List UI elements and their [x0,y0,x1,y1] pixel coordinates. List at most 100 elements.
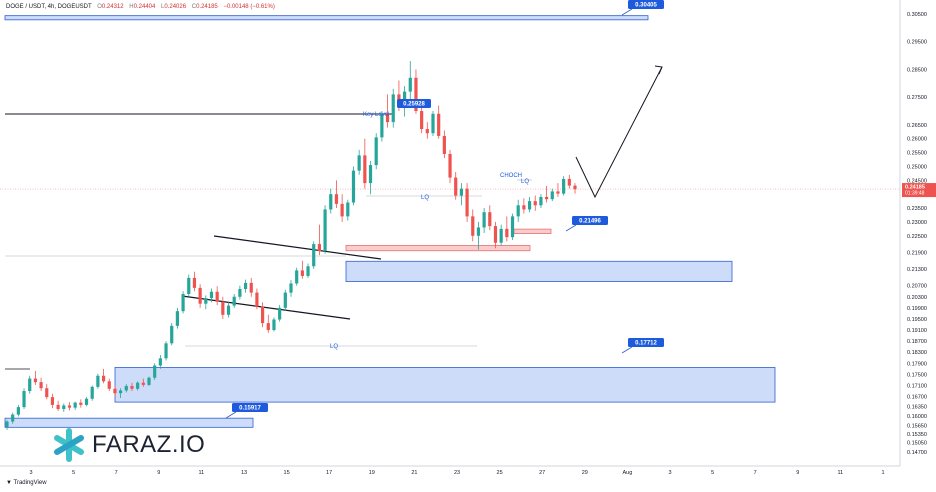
candle-body[interactable] [414,77,418,112]
candle-body[interactable] [73,402,77,408]
candle-body[interactable] [283,292,287,308]
candle-body[interactable] [374,137,378,166]
candle-body[interactable] [101,375,106,382]
candle-body[interactable] [107,381,111,389]
candle-body[interactable] [357,155,361,171]
candle-body[interactable] [442,135,446,154]
price-axis[interactable]: 0.30500 0.29500 0.28500 0.27500 0.26500 0.260… [899,0,936,466]
candle-body[interactable] [533,201,537,206]
candle-body[interactable] [5,421,9,428]
candle-body[interactable] [516,205,520,217]
candle-body[interactable] [289,283,293,293]
candle-body[interactable] [295,270,299,284]
candle-body[interactable] [124,386,128,391]
candle-body[interactable] [408,77,412,92]
time-axis[interactable]: 3 5 7 9 11 13 15 17 19 21 23 25 27 29 Aug 3 5 7 9 11 1 [0,465,900,476]
candle-body[interactable] [539,196,543,206]
candle-body[interactable] [476,227,481,236]
candle-body[interactable] [562,178,566,194]
candle-body[interactable] [448,153,452,178]
candle-body[interactable] [510,216,515,238]
candle-body[interactable] [147,377,151,385]
candle-body[interactable] [567,178,571,186]
candle-body[interactable] [380,113,384,138]
candle-body[interactable] [39,382,43,389]
candle-body[interactable] [238,288,242,297]
candle-body[interactable] [471,216,475,236]
candle-body[interactable] [33,378,37,383]
candle-body[interactable] [45,388,49,398]
candle-body[interactable] [153,365,157,378]
candle-body[interactable] [312,244,316,267]
candle-body[interactable] [403,91,407,106]
candle-body[interactable] [79,402,83,405]
candle-body[interactable] [499,228,503,243]
candle-body[interactable] [334,194,339,204]
candle-body[interactable] [465,188,469,217]
candle-body[interactable] [226,305,231,315]
candle-body[interactable] [573,185,577,190]
candle-body[interactable] [454,177,458,196]
candle-body[interactable] [215,291,219,302]
candle-body[interactable] [545,196,549,200]
candle-body[interactable] [16,407,20,415]
candle-body[interactable] [420,111,424,130]
candle-body[interactable] [437,113,441,136]
candle-body[interactable] [170,325,174,344]
candle-body[interactable] [425,129,429,134]
candle-body[interactable] [351,170,356,203]
candle-body[interactable] [84,398,89,405]
candle-body[interactable] [164,343,168,359]
candle-body[interactable] [368,165,373,184]
candle-body[interactable] [340,203,344,217]
candle-body[interactable] [255,292,259,307]
candle-body[interactable] [346,202,350,217]
candle-body[interactable] [28,378,32,392]
candle-body[interactable] [391,94,395,123]
candle-body[interactable] [90,386,94,399]
candle-body[interactable] [323,209,327,252]
candle-body[interactable] [482,212,486,228]
candle-body[interactable] [243,282,248,289]
candle-body[interactable] [221,301,225,315]
candle-body[interactable] [62,405,66,410]
candle-body[interactable] [363,155,367,184]
candle-body[interactable] [141,382,145,385]
candle-body[interactable] [113,388,117,394]
candle-body[interactable] [385,113,390,123]
candle-body[interactable] [232,296,236,306]
candle-body[interactable] [192,277,197,288]
candle-body[interactable] [22,391,26,408]
candle-body[interactable] [527,201,532,210]
candle-body[interactable] [249,282,253,293]
candle-body[interactable] [130,386,134,389]
candle-body[interactable] [50,397,55,405]
candle-body[interactable] [272,319,276,331]
candle-body[interactable] [158,358,162,366]
candle-body[interactable] [306,266,310,276]
candle-body[interactable] [459,188,463,196]
candle-body[interactable] [550,191,554,200]
candle-body[interactable] [488,212,492,227]
candle-body[interactable] [119,390,123,394]
candle-body[interactable] [11,414,15,422]
candle-body[interactable] [329,194,333,210]
candle-body[interactable] [493,226,498,243]
candle-body[interactable] [505,228,509,238]
candle-body[interactable] [431,113,435,134]
candle-body[interactable] [266,323,270,331]
candle-body[interactable] [556,191,560,194]
candle-body[interactable] [96,375,100,387]
candle-body[interactable] [204,298,208,304]
candle-body[interactable] [175,311,179,326]
symbol-title[interactable]: DOGE / USDT, 4h, DOGEUSDT [6,4,92,10]
candle-body[interactable] [278,307,282,320]
candle-body[interactable] [198,287,202,304]
candle-body[interactable] [317,244,321,252]
candle-body[interactable] [181,293,185,312]
candle-body[interactable] [67,405,72,408]
tradingview-logo[interactable]: ▼ TradingView [6,480,47,486]
candle-body[interactable] [187,277,191,294]
candle-body[interactable] [522,205,526,210]
